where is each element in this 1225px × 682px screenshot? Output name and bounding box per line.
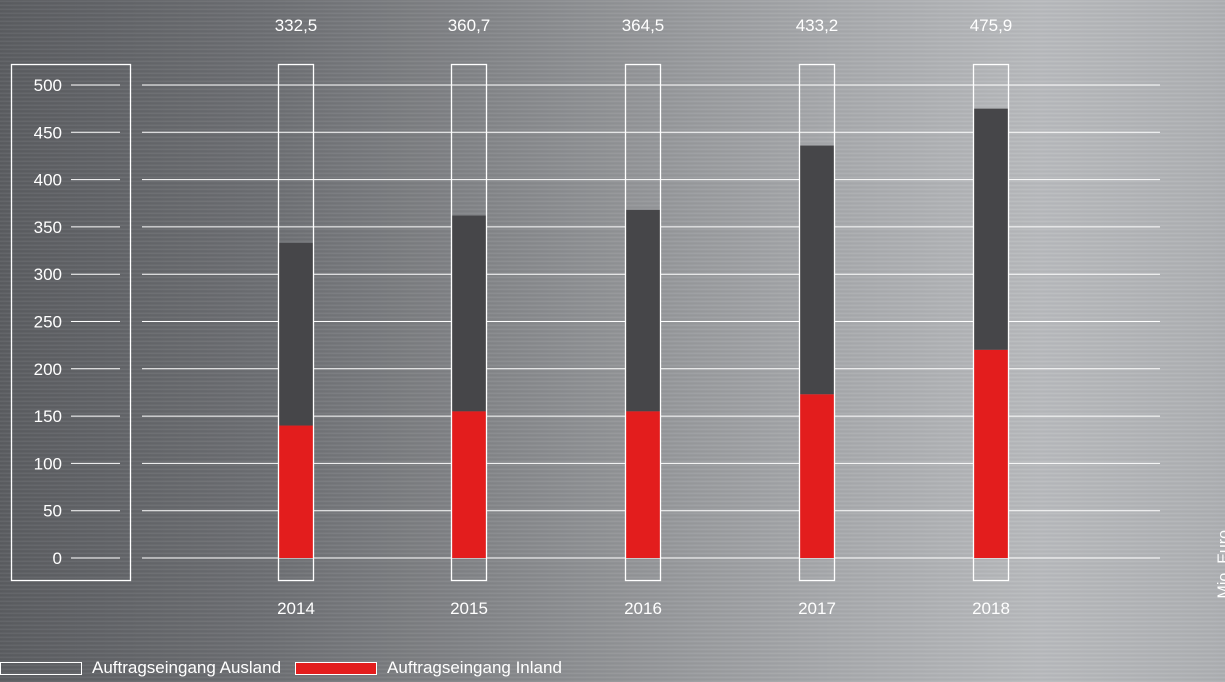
- bars: [277, 63, 1010, 582]
- y-tick-label: 0: [53, 549, 62, 568]
- bar-frame: [624, 63, 662, 582]
- bar-frame: [798, 63, 836, 582]
- y-tick-label: 300: [34, 265, 62, 284]
- legend-label-ausland: Auftragseingang Ausland: [92, 658, 282, 677]
- legend-item-ausland: Auftragseingang Ausland: [0, 658, 281, 678]
- bar-ausland: [799, 145, 835, 395]
- total-label: 475,9: [970, 16, 1013, 35]
- labels: 0 50 100 150 200 250 300 350 400 450 500 332,5 2014 3…: [34, 16, 1013, 618]
- legend-swatch-inland: [295, 661, 378, 675]
- y-tick-label: 250: [34, 313, 62, 332]
- y-tick-label: 100: [34, 454, 62, 473]
- bar-inland: [278, 425, 314, 558]
- bar-frame: [972, 63, 1010, 582]
- legend-swatch-ausland: [0, 661, 82, 675]
- x-tick-label: 2017: [798, 599, 836, 618]
- y-tick-label: 150: [34, 407, 62, 426]
- bar-ausland: [451, 215, 487, 412]
- x-tick-label: 2018: [972, 599, 1010, 618]
- total-label: 360,7: [448, 16, 491, 35]
- bar-ausland: [278, 242, 314, 426]
- bar-inland: [451, 411, 487, 558]
- unit-label: Mio. Euro: [1215, 530, 1225, 599]
- legend-item-inland: Auftragseingang Inland: [295, 658, 562, 678]
- y-axis: [10, 63, 132, 582]
- bar-frame: [450, 63, 488, 582]
- bar-inland: [799, 394, 835, 558]
- chart: 0 50 100 150 200 250 300 350 400 450 500 332,5 2014 3…: [10, 16, 1013, 618]
- bar-frame: [277, 63, 315, 582]
- y-tick-label: 450: [34, 123, 62, 142]
- x-tick-label: 2016: [624, 599, 662, 618]
- legend: Auftragseingang Ausland Auftragseingang …: [0, 654, 568, 682]
- x-tick-label: 2014: [277, 599, 315, 618]
- total-label: 332,5: [275, 16, 318, 35]
- bar-ausland: [625, 209, 661, 412]
- legend-label-inland: Auftragseingang Inland: [387, 658, 562, 677]
- total-label: 433,2: [796, 16, 839, 35]
- x-tick-label: 2015: [450, 599, 488, 618]
- bar-inland: [973, 349, 1009, 558]
- y-tick-label: 200: [34, 360, 62, 379]
- y-tick-label: 400: [34, 171, 62, 190]
- y-tick-label: 350: [34, 218, 62, 237]
- bar-ausland: [973, 108, 1009, 350]
- y-tick-label: 50: [43, 502, 62, 521]
- y-tick-label: 500: [34, 76, 62, 95]
- bar-inland: [625, 411, 661, 558]
- total-label: 364,5: [622, 16, 665, 35]
- y-axis-frame: [10, 63, 132, 582]
